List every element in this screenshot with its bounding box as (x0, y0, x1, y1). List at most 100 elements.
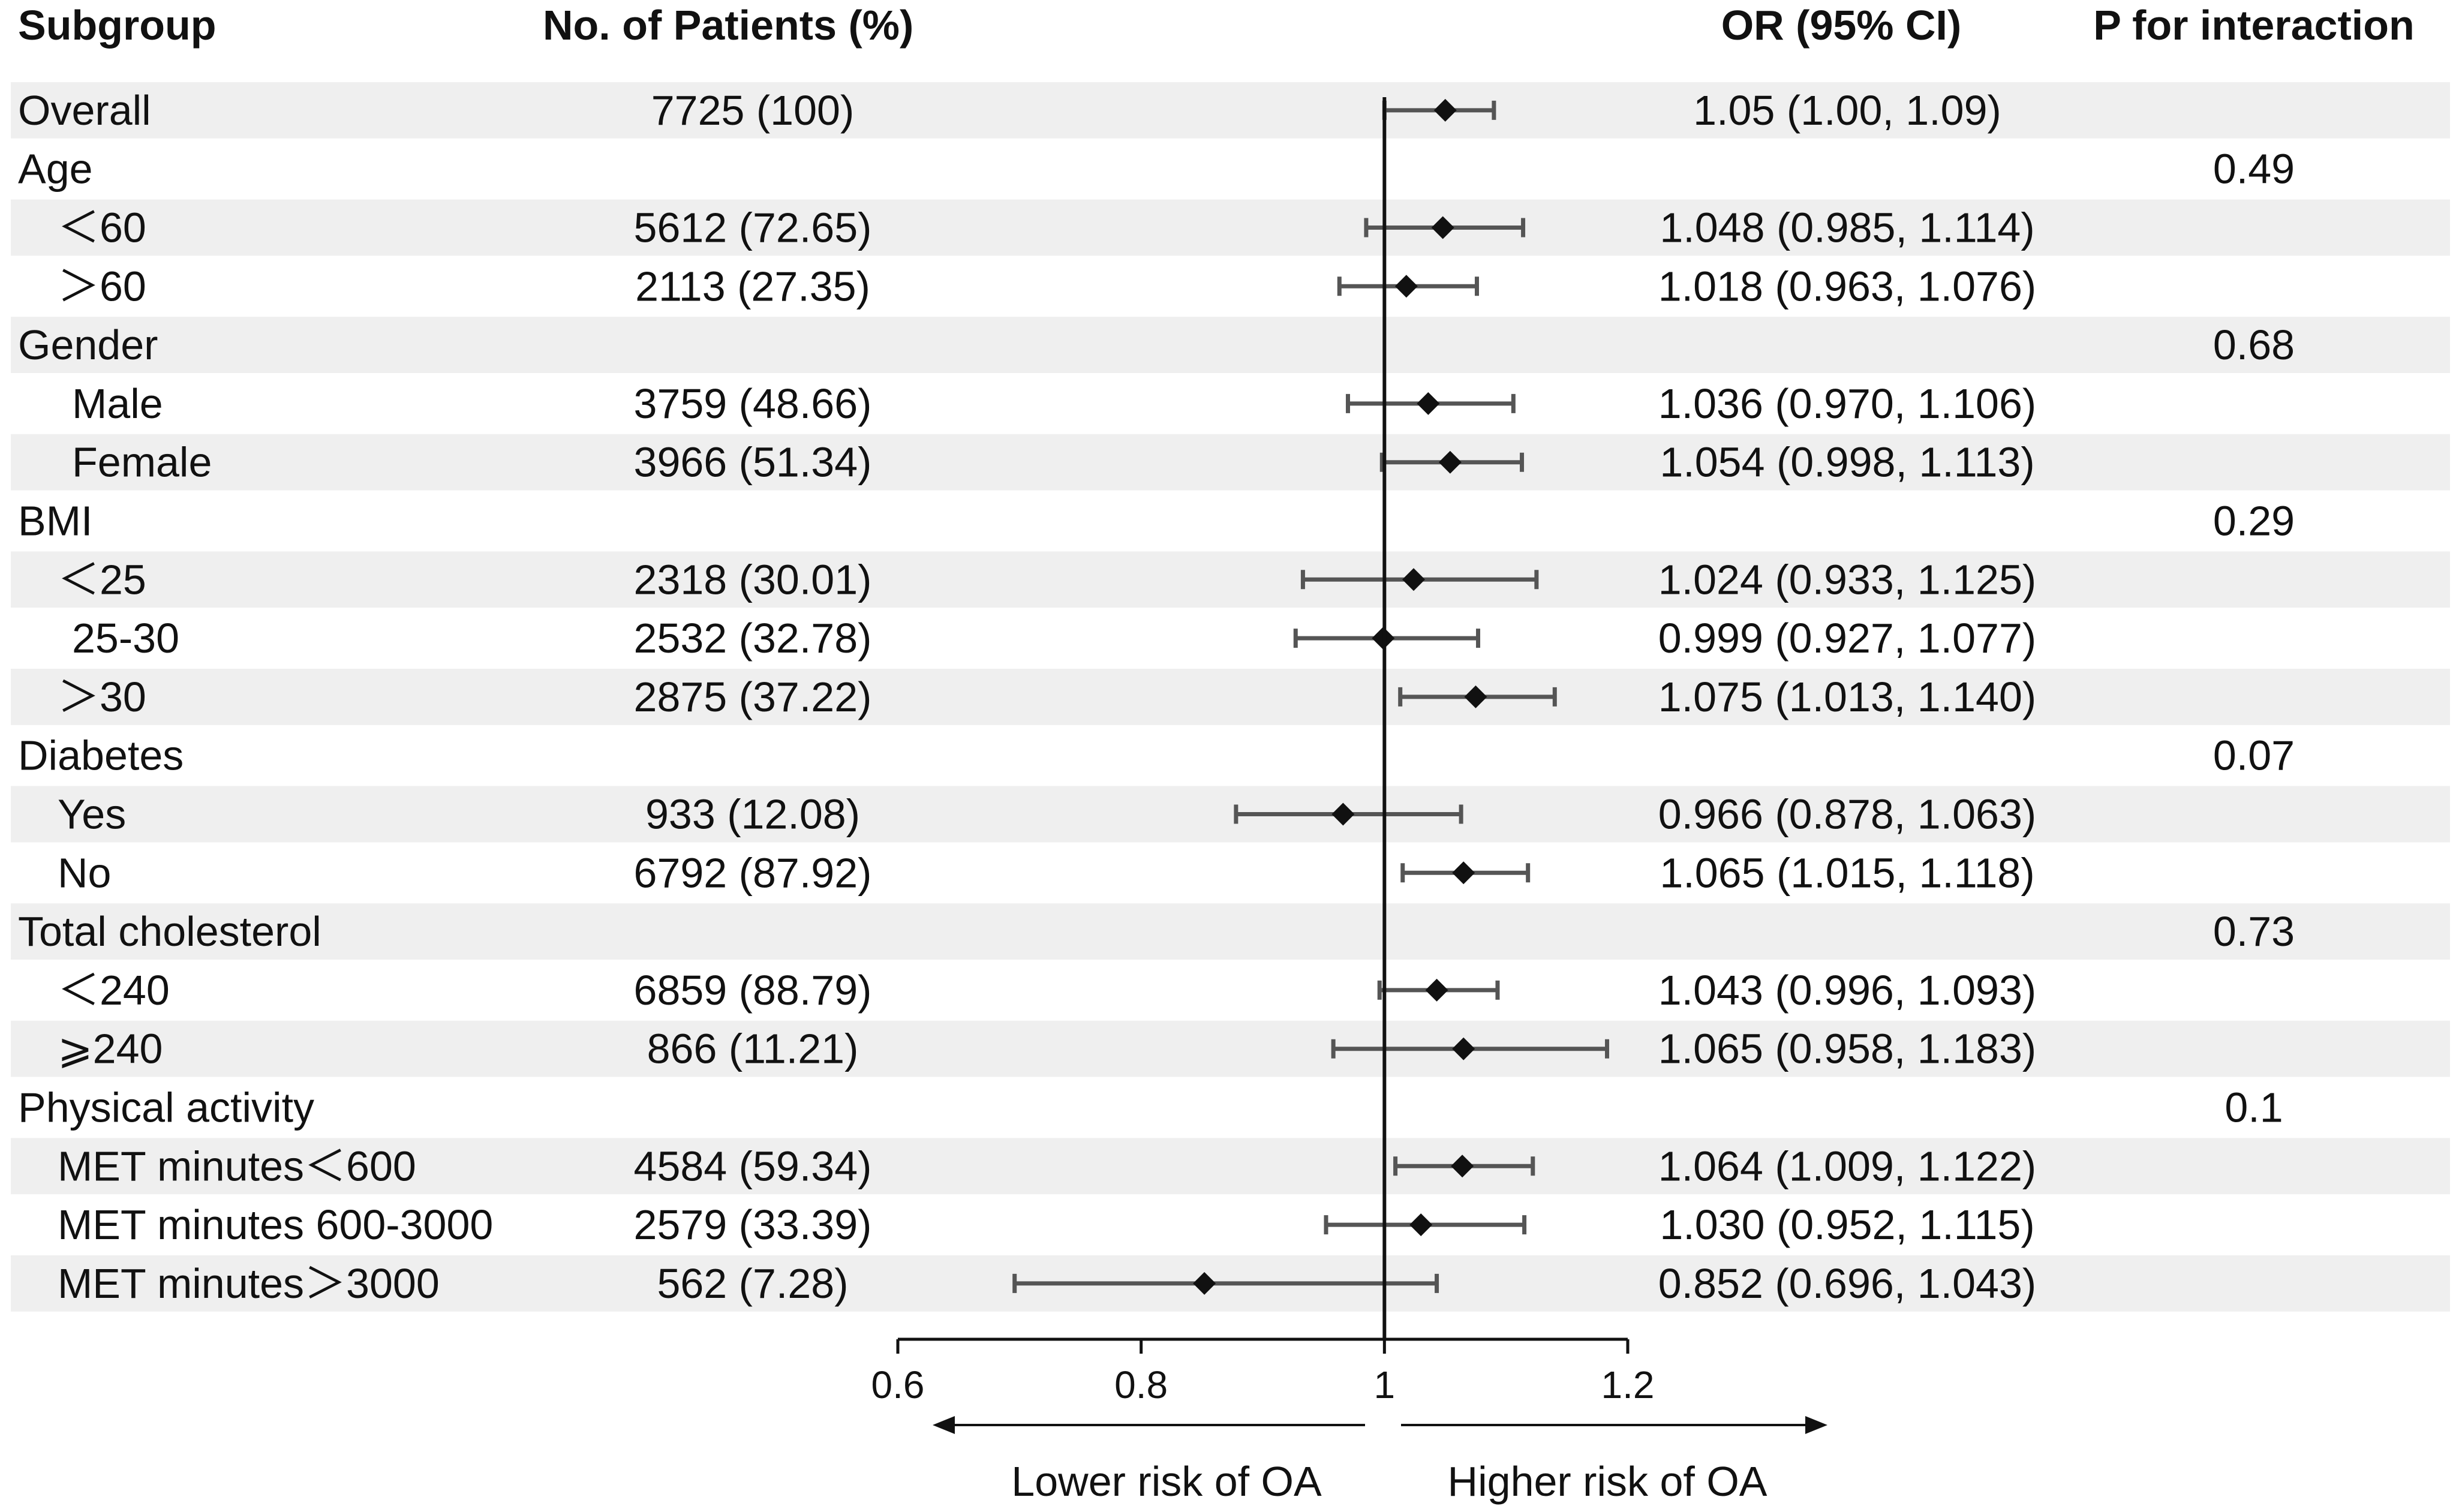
subgroup-label: ＞60 (58, 263, 146, 309)
or-ci-value: 1.036 (0.970, 1.106) (1658, 380, 2036, 427)
table-rows: Overall 7725 (100) 1.05 (1.00, 1.09) Age 0.4… (18, 87, 2295, 1307)
row-background (11, 551, 2450, 608)
x-tick-label: 1.2 (1601, 1363, 1655, 1406)
p-interaction-value: 0.68 (2213, 321, 2295, 368)
or-ci-value: 1.043 (0.996, 1.093) (1658, 967, 2036, 1014)
or-ci-value: 1.075 (1.013, 1.140) (1658, 674, 2036, 720)
or-ci-value: 1.05 (1.00, 1.09) (1693, 87, 2001, 134)
subgroup-label: MET minutes＞3000 (58, 1260, 440, 1307)
p-interaction-value: 0.29 (2213, 498, 2295, 545)
or-ci-value: 1.024 (0.933, 1.125) (1658, 556, 2036, 603)
or-marker (1402, 568, 1426, 591)
subgroup-label: Yes (58, 791, 126, 838)
arrowhead-right (1805, 1416, 1827, 1434)
or-marker (1433, 98, 1457, 122)
or-marker (1464, 685, 1487, 708)
subgroup-label: Female (72, 439, 212, 486)
or-marker (1425, 978, 1448, 1002)
subgroup-label: ＜240 (58, 967, 170, 1014)
or-ci-value: 0.852 (0.696, 1.043) (1658, 1260, 2036, 1307)
subgroup-label: ＜60 (58, 205, 146, 251)
or-ci-value: 1.030 (0.952, 1.115) (1660, 1201, 2034, 1248)
row-background (11, 669, 2450, 725)
patients-value: 866 (11.21) (647, 1026, 859, 1072)
patients-value: 933 (12.08) (645, 791, 860, 838)
row-background (11, 317, 2450, 373)
subgroup-label: Overall (18, 87, 151, 134)
subgroup-label: No (58, 849, 111, 896)
or-ci-value: 1.054 (0.998, 1.113) (1660, 439, 2034, 486)
patients-value: 2113 (27.35) (635, 263, 870, 309)
subgroup-label: Total cholesterol (18, 908, 321, 955)
or-marker (1452, 1037, 1475, 1060)
or-ci-value: 0.999 (0.927, 1.077) (1658, 615, 2036, 662)
or-marker (1438, 450, 1462, 474)
or-ci-value: 1.018 (0.963, 1.076) (1658, 263, 2036, 309)
patients-value: 3966 (51.34) (634, 439, 872, 486)
direction-labels: Lower risk of OA Higher risk of OA (933, 1416, 1827, 1505)
x-axis: 0.6 0.8 1 1.2 (871, 1337, 1655, 1406)
patients-value: 7725 (100) (651, 87, 855, 134)
or-marker (1417, 392, 1440, 415)
header-subgroup: Subgroup (18, 2, 216, 49)
patients-value: 2318 (30.01) (634, 556, 872, 603)
patients-value: 2875 (37.22) (634, 674, 872, 720)
subgroup-label: Diabetes (18, 732, 184, 779)
row-background (11, 82, 2450, 139)
point-estimates (1193, 98, 1487, 1295)
header-patients: No. of Patients (%) (543, 2, 913, 49)
header-or-ci: OR (95% CI) (1721, 2, 1962, 49)
lower-risk-label: Lower risk of OA (1011, 1458, 1322, 1505)
patients-value: 2532 (32.78) (634, 615, 872, 662)
or-ci-value: 0.966 (0.878, 1.063) (1658, 791, 2036, 838)
subgroup-label: ＜25 (58, 556, 146, 603)
or-marker (1452, 861, 1475, 885)
or-ci-value: 1.065 (1.015, 1.118) (1660, 849, 2034, 896)
subgroup-label: ＞30 (58, 674, 146, 720)
or-marker (1409, 1213, 1433, 1237)
subgroup-label: BMI (18, 498, 92, 545)
patients-value: 5612 (72.65) (634, 205, 872, 251)
patients-value: 6859 (88.79) (634, 967, 872, 1014)
or-marker (1331, 802, 1355, 826)
or-marker (1394, 275, 1418, 298)
row-background (11, 1138, 2450, 1195)
or-marker (1193, 1271, 1216, 1295)
subgroup-label: ⩾240 (58, 1026, 163, 1072)
x-tick-label: 0.8 (1114, 1363, 1168, 1406)
p-interaction-value: 0.73 (2213, 908, 2295, 955)
or-marker (1431, 216, 1454, 239)
row-background (11, 786, 2450, 843)
subgroup-label: Male (72, 380, 163, 427)
row-background (11, 1020, 2450, 1077)
or-marker (1451, 1155, 1474, 1178)
subgroup-label: MET minutes＜600 (58, 1143, 416, 1189)
subgroup-label: Age (18, 146, 93, 193)
x-tick-label: 0.6 (871, 1363, 925, 1406)
table-header: Subgroup No. of Patients (%) OR (95% CI)… (18, 2, 2415, 49)
p-interaction-value: 0.49 (2213, 146, 2295, 193)
arrowhead-left (933, 1416, 955, 1434)
subgroup-label: Physical activity (18, 1084, 314, 1131)
higher-risk-label: Higher risk of OA (1448, 1458, 1767, 1505)
header-p-interaction: P for interaction (2093, 2, 2414, 49)
x-axis-ticks: 0.6 0.8 1 1.2 (871, 1339, 1655, 1406)
row-background (11, 903, 2450, 960)
or-ci-value: 1.048 (0.985, 1.114) (1660, 205, 2034, 251)
row-background (11, 434, 2450, 491)
or-ci-value: 1.065 (0.958, 1.183) (1658, 1026, 2036, 1072)
patients-value: 3759 (48.66) (634, 380, 872, 427)
patients-value: 6792 (87.92) (634, 849, 872, 896)
subgroup-label: Gender (18, 321, 158, 368)
patients-value: 4584 (59.34) (634, 1143, 872, 1189)
patients-value: 562 (7.28) (657, 1260, 848, 1307)
row-background (11, 199, 2450, 256)
x-tick-label: 1 (1374, 1363, 1396, 1406)
row-backgrounds (11, 82, 2450, 1312)
subgroup-label: MET minutes 600-3000 (58, 1201, 493, 1248)
p-interaction-value: 0.07 (2213, 732, 2295, 779)
patients-value: 2579 (33.39) (634, 1201, 872, 1248)
p-interaction-value: 0.1 (2224, 1084, 2283, 1131)
or-ci-value: 1.064 (1.009, 1.122) (1658, 1143, 2036, 1189)
